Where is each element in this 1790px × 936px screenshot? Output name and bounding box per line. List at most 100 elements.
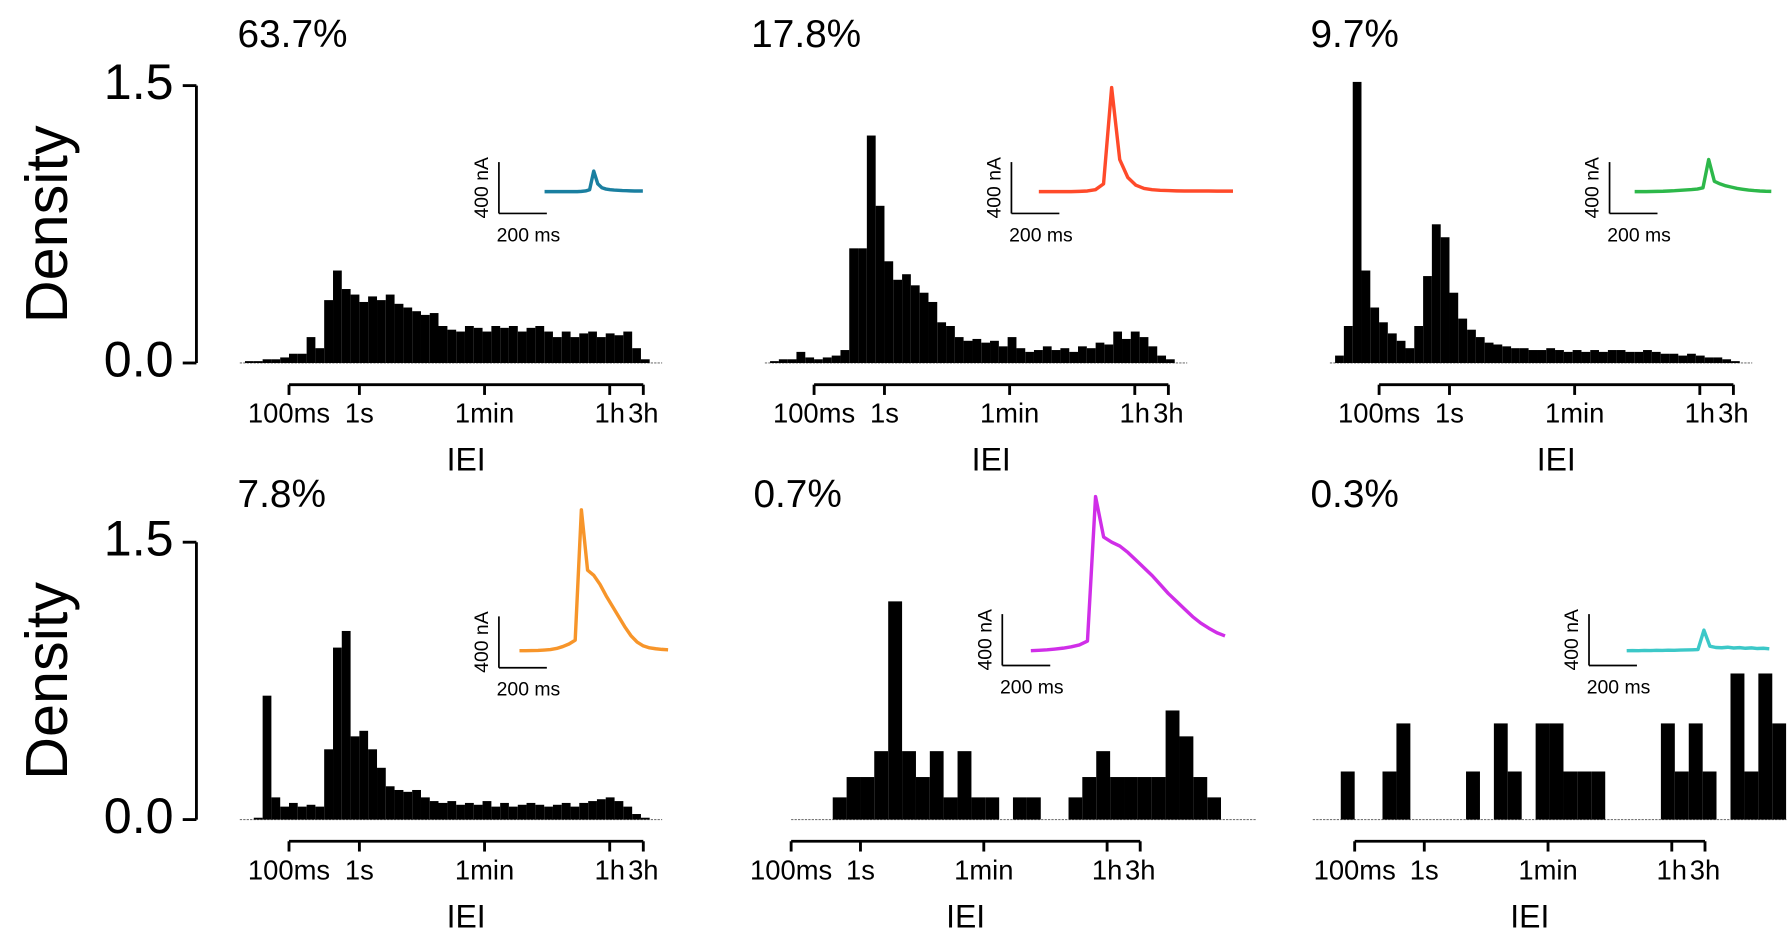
bar [333,647,342,820]
x-tick-label: 1s [1435,398,1464,429]
bar [1528,350,1538,363]
trace [1038,85,1233,194]
bar [253,817,263,820]
bar [1731,361,1740,363]
bar [333,270,342,363]
bar [464,326,474,363]
bar [814,359,823,363]
bar [902,274,911,363]
bar [605,797,615,820]
bar [1466,771,1480,820]
y-tick-label: 1.5 [104,54,174,110]
bar [517,804,527,820]
bar [1758,673,1773,820]
scale-bar-label: 200 ms [1607,224,1671,246]
bar [1096,751,1111,820]
x-tick-label: 100ms [773,398,855,429]
scale-bar-label: 200 ms [1000,676,1064,698]
x-tick-label: 100ms [750,854,832,885]
bar [946,326,955,363]
bar [377,767,386,820]
bar [985,797,1000,820]
x-tick-label: 1min [980,398,1039,429]
bar [315,806,325,820]
x-axis-label: IEI [946,898,985,934]
panel-title: 0.7% [753,473,841,516]
bar [943,797,958,820]
bar [822,357,832,363]
bar [1493,344,1503,363]
bar [482,801,492,820]
bar [385,786,395,820]
y-tick-label: 1.5 [104,510,174,566]
bar [1026,797,1041,820]
x-tick-label: 3h [1690,854,1720,885]
bar [535,326,545,363]
bar [289,802,298,820]
bar [508,806,518,820]
bar [1549,723,1564,820]
bar [350,736,360,820]
bar [1687,353,1696,363]
bar [359,301,369,363]
bar [377,300,386,363]
trace [1030,494,1226,653]
bar [570,806,580,820]
bar [1669,353,1679,363]
bar [1361,270,1371,363]
bar [1042,346,1052,363]
bar [596,799,606,820]
bar [1730,673,1745,820]
bar [1110,777,1125,820]
bar [544,331,553,363]
bar [623,806,633,820]
bar [902,751,916,820]
bar [919,292,929,363]
bar [544,806,553,820]
bar [1744,771,1759,820]
bar [1379,322,1388,363]
bar [614,335,624,363]
bar [368,296,378,363]
bar [1068,797,1083,820]
bar [412,311,421,363]
x-axis-label: IEI [1510,898,1549,934]
y-tick-label: 0.0 [104,788,174,844]
bar [1157,355,1167,363]
bar [840,350,850,363]
bar [1166,359,1175,363]
scale-bar-label: 200 ms [497,679,561,701]
bar [297,806,307,820]
x-tick-label: 3h [1125,854,1155,885]
bar [1431,224,1441,363]
bar [491,806,501,820]
x-tick-label: 100ms [1314,854,1396,885]
bar [910,285,920,363]
bar [1130,331,1140,363]
bar [1179,736,1194,820]
trace [519,508,669,653]
x-axis-label: IEI [447,442,486,478]
bar [456,804,465,820]
bar [1607,350,1617,363]
bar [1458,318,1468,363]
bar [315,348,325,363]
bar [1591,771,1606,820]
y-tick-label: 0.0 [104,331,174,387]
x-tick-label: 1min [1518,854,1577,885]
bar [491,326,501,363]
x-tick-label: 1h [594,854,624,885]
bar [262,695,272,820]
bar [341,630,351,820]
bar [1577,771,1592,820]
bar [1467,329,1476,363]
bar [420,797,430,820]
bar [770,361,779,363]
bar [289,353,298,363]
x-tick-label: 1s [1410,854,1439,885]
bar [473,804,483,820]
bar [526,327,536,363]
bar [588,331,597,363]
x-tick-label: 1h [1092,854,1122,885]
